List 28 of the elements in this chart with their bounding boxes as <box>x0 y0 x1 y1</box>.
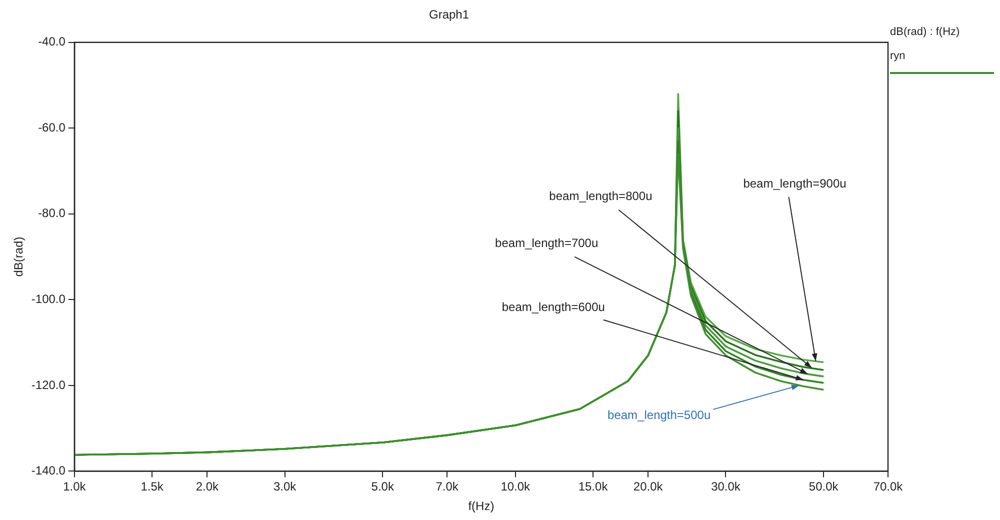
annotation: beam_length=500u <box>608 408 711 422</box>
x-tick-label: 5.0k <box>371 480 395 494</box>
y-tick-label: -60.0 <box>38 120 66 134</box>
x-tick-label: 50.0k <box>808 480 840 494</box>
x-tick-label: 15.0k <box>578 480 609 494</box>
y-tick-label: -40.0 <box>38 34 66 49</box>
x-tick-label: 2.0k <box>196 480 220 494</box>
annotation: beam_length=700u <box>495 236 598 250</box>
y-tick-label: -80.0 <box>38 206 66 220</box>
chart-title: Graph1 <box>428 8 470 22</box>
x-tick-label: 1.0k <box>63 480 87 494</box>
x-tick-label: 1.5k <box>140 480 164 494</box>
x-tick-label: 7.0k <box>436 480 460 494</box>
x-tick-label: 20.0k <box>633 480 664 494</box>
x-tick-label: 3.0k <box>273 480 298 494</box>
text: ryn <box>890 50 906 62</box>
y-tick-label: -140.0 <box>31 464 66 478</box>
x-tick-label: 70.0k <box>873 480 904 494</box>
x-axis-title: f(Hz) <box>468 499 494 514</box>
annotation: beam_length=800u <box>549 189 652 204</box>
y-tick-label: -100.0 <box>31 292 66 306</box>
y-tick-label: -120.0 <box>31 378 66 392</box>
x-tick-label: 10.0k <box>500 480 532 494</box>
annotation: beam_length=900u <box>743 176 846 190</box>
annotation: beam_length=600u <box>502 300 605 314</box>
x-tick-label: 30.0k <box>711 480 742 494</box>
legend-title: dB(rad) : f(Hz) <box>890 26 961 38</box>
y-axis-title: dB(rad) <box>12 236 26 277</box>
